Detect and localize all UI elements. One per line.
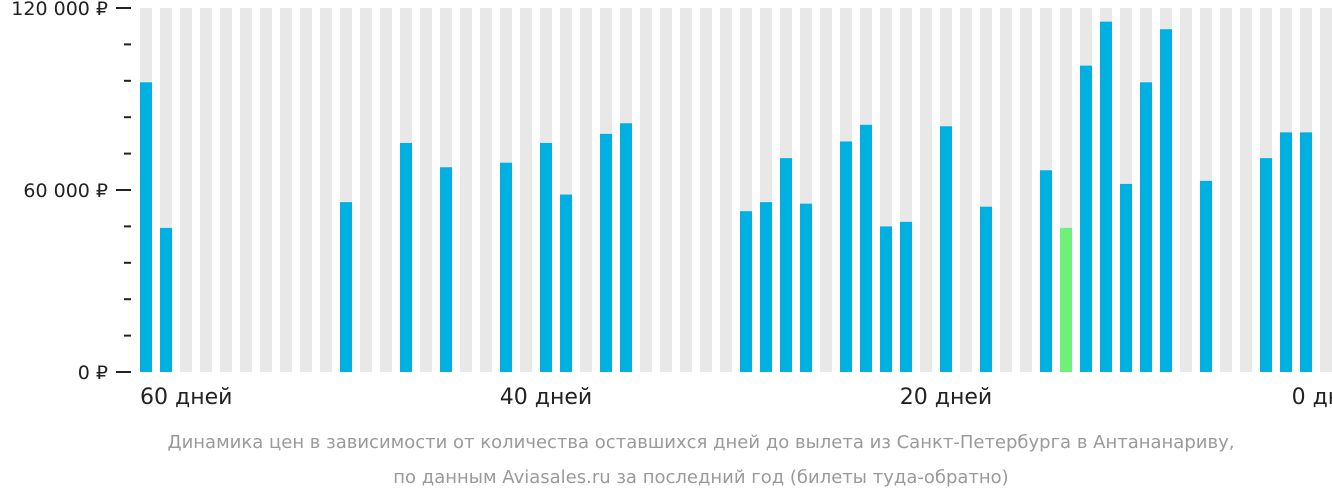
day-slot-8 xyxy=(1180,8,1192,372)
price-bar-day-9[interactable] xyxy=(1160,29,1172,372)
y-tick-label: 60 000 ₽ xyxy=(23,180,108,202)
price-bar-day-12[interactable] xyxy=(1100,21,1112,373)
price-bar-day-4[interactable] xyxy=(1260,158,1272,372)
day-slot-52 xyxy=(300,8,312,372)
price-bar-day-3[interactable] xyxy=(1280,132,1292,372)
price-bar-day-59[interactable] xyxy=(160,227,172,372)
day-slot-21 xyxy=(920,8,932,372)
day-slot-44 xyxy=(460,8,472,372)
x-axis: 60 дней 40 дней 20 дней 0 дней xyxy=(140,385,1332,410)
day-slot-53 xyxy=(280,8,292,372)
price-bar-day-15[interactable] xyxy=(1040,170,1052,372)
day-slot-57 xyxy=(200,8,212,372)
x-tick-label: 20 дней xyxy=(900,385,992,410)
price-bar-day-23[interactable] xyxy=(880,226,892,372)
price-bar-day-13[interactable] xyxy=(1080,65,1092,372)
price-bar-day-11[interactable] xyxy=(1120,183,1132,372)
day-slot-17 xyxy=(1000,8,1012,372)
chart-caption-line-1: Динамика цен в зависимости от количества… xyxy=(167,432,1235,453)
y-tick-label: 120 000 ₽ xyxy=(11,0,108,20)
price-bar-day-45[interactable] xyxy=(440,167,452,372)
x-tick-label: 0 дней xyxy=(1292,385,1332,410)
price-bar-day-60[interactable] xyxy=(140,82,152,373)
day-slot-19 xyxy=(960,8,972,372)
y-tick-label: 0 ₽ xyxy=(78,362,108,384)
price-by-days-chart: 0 ₽ 60 000 ₽ 120 000 ₽ 60 дней 40 дней 20 дн… xyxy=(11,0,1332,410)
day-slot-34 xyxy=(660,8,672,372)
day-slot-56 xyxy=(220,8,232,372)
day-slot-1 xyxy=(1320,8,1332,372)
price-bar-day-42[interactable] xyxy=(500,162,512,372)
day-slot-38 xyxy=(580,8,592,372)
day-slot-58 xyxy=(180,8,192,372)
price-bar-day-39[interactable] xyxy=(560,194,572,372)
day-slot-35 xyxy=(640,8,652,372)
price-bar-day-30[interactable] xyxy=(740,211,752,372)
price-bar-day-18[interactable] xyxy=(980,206,992,372)
day-slot-48 xyxy=(380,8,392,372)
day-slot-16 xyxy=(1020,8,1032,372)
day-slot-43 xyxy=(480,8,492,372)
day-slot-41 xyxy=(520,8,532,372)
price-bar-day-25[interactable] xyxy=(840,141,852,372)
day-slot-51 xyxy=(320,8,332,372)
price-bars xyxy=(140,21,1312,373)
price-bar-day-20[interactable] xyxy=(940,126,952,372)
price-bar-day-22[interactable] xyxy=(900,221,912,372)
price-bar-day-40[interactable] xyxy=(540,142,552,372)
x-tick-label: 40 дней xyxy=(500,385,592,410)
price-bar-day-7[interactable] xyxy=(1200,180,1212,372)
price-bar-day-29[interactable] xyxy=(760,202,772,372)
price-bar-day-24[interactable] xyxy=(860,124,872,373)
day-slot-49 xyxy=(360,8,372,372)
price-bar-day-50[interactable] xyxy=(340,202,352,372)
day-slot-backgrounds xyxy=(140,8,1332,372)
chart-caption-line-2: по данным Aviasales.ru за последний год … xyxy=(393,467,1009,488)
day-slot-6 xyxy=(1220,8,1232,372)
price-bar-day-28[interactable] xyxy=(780,158,792,372)
y-axis: 0 ₽ 60 000 ₽ 120 000 ₽ xyxy=(11,0,131,384)
price-bar-day-47[interactable] xyxy=(400,142,412,372)
price-bar-day-14[interactable] xyxy=(1060,227,1072,372)
day-slot-32 xyxy=(700,8,712,372)
price-bar-day-27[interactable] xyxy=(800,203,812,372)
day-slot-33 xyxy=(680,8,692,372)
day-slot-31 xyxy=(720,8,732,372)
day-slot-46 xyxy=(420,8,432,372)
day-slot-55 xyxy=(240,8,252,372)
day-slot-54 xyxy=(260,8,272,372)
price-bar-day-37[interactable] xyxy=(600,133,612,372)
price-bar-day-2[interactable] xyxy=(1300,132,1312,372)
price-bar-day-36[interactable] xyxy=(620,123,632,373)
x-tick-label: 60 дней xyxy=(140,385,232,410)
day-slot-26 xyxy=(820,8,832,372)
day-slot-5 xyxy=(1240,8,1252,372)
price-bar-day-10[interactable] xyxy=(1140,82,1152,373)
